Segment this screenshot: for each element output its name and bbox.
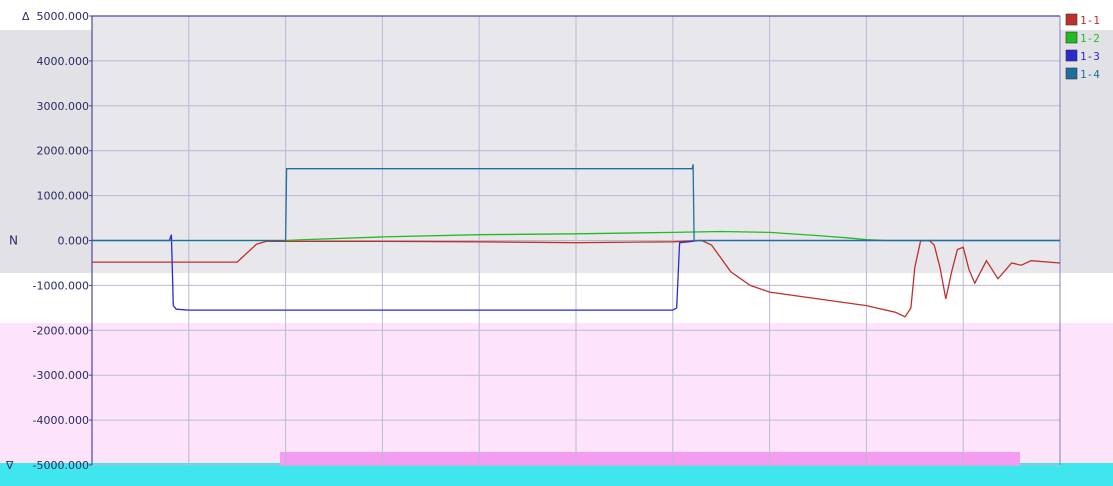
bottom-marker: ∇ xyxy=(5,459,14,472)
series-line-1-4 xyxy=(92,164,1060,242)
y-tick-label: -3000.000 xyxy=(33,369,89,382)
y-tick-label: 3000.000 xyxy=(37,100,90,113)
bottom-strip xyxy=(0,463,1113,486)
y-tick-label: 5000.000 xyxy=(37,10,90,23)
legend-swatch-1-3 xyxy=(1065,49,1078,62)
legend-label-1-1: 1-1 xyxy=(1080,14,1100,27)
legend-label-1-4: 1-4 xyxy=(1080,68,1100,81)
legend-swatch-1-2 xyxy=(1065,31,1078,44)
legend-swatch-1-4 xyxy=(1065,67,1078,80)
legend: 1-1 1-2 1-3 1-4 xyxy=(1065,13,1100,81)
top-marker: Δ xyxy=(22,10,30,23)
grid xyxy=(92,15,1060,466)
y-tick-label: -1000.000 xyxy=(33,279,89,292)
y-axis-label: N xyxy=(9,234,18,248)
legend-label-1-3: 1-3 xyxy=(1080,50,1100,63)
y-tick-label: 1000.000 xyxy=(37,190,90,203)
y-tick-label: 4000.000 xyxy=(37,55,90,68)
legend-swatch-1-1 xyxy=(1065,13,1078,26)
y-tick-label: -2000.000 xyxy=(33,324,89,337)
lower-panel-band xyxy=(0,323,1113,463)
series-line-1-3 xyxy=(92,234,1060,311)
y-tick-label: -5000.000 xyxy=(33,459,89,472)
series-line-1-1 xyxy=(92,239,1061,318)
series-line-1-2 xyxy=(92,230,1060,242)
y-tick-label: 0.000 xyxy=(58,235,90,248)
legend-label-1-2: 1-2 xyxy=(1080,32,1100,45)
bottom-artifact-band xyxy=(280,452,1020,466)
y-tick-label: 2000.000 xyxy=(37,145,90,158)
y-tick-label: -4000.000 xyxy=(33,414,89,427)
